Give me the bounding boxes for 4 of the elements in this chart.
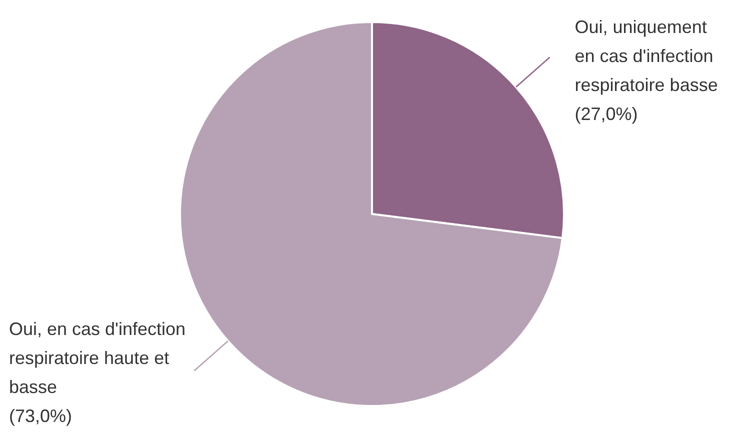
slice-label: Oui, uniquement en cas d'infection respiratoire basse xyxy=(574,16,719,98)
data-label: (27,0%) xyxy=(574,103,639,126)
slice-label: Oui, en cas d'infection respiratoire haute et basse xyxy=(9,318,187,399)
data-label: (73,0%) xyxy=(9,404,74,428)
